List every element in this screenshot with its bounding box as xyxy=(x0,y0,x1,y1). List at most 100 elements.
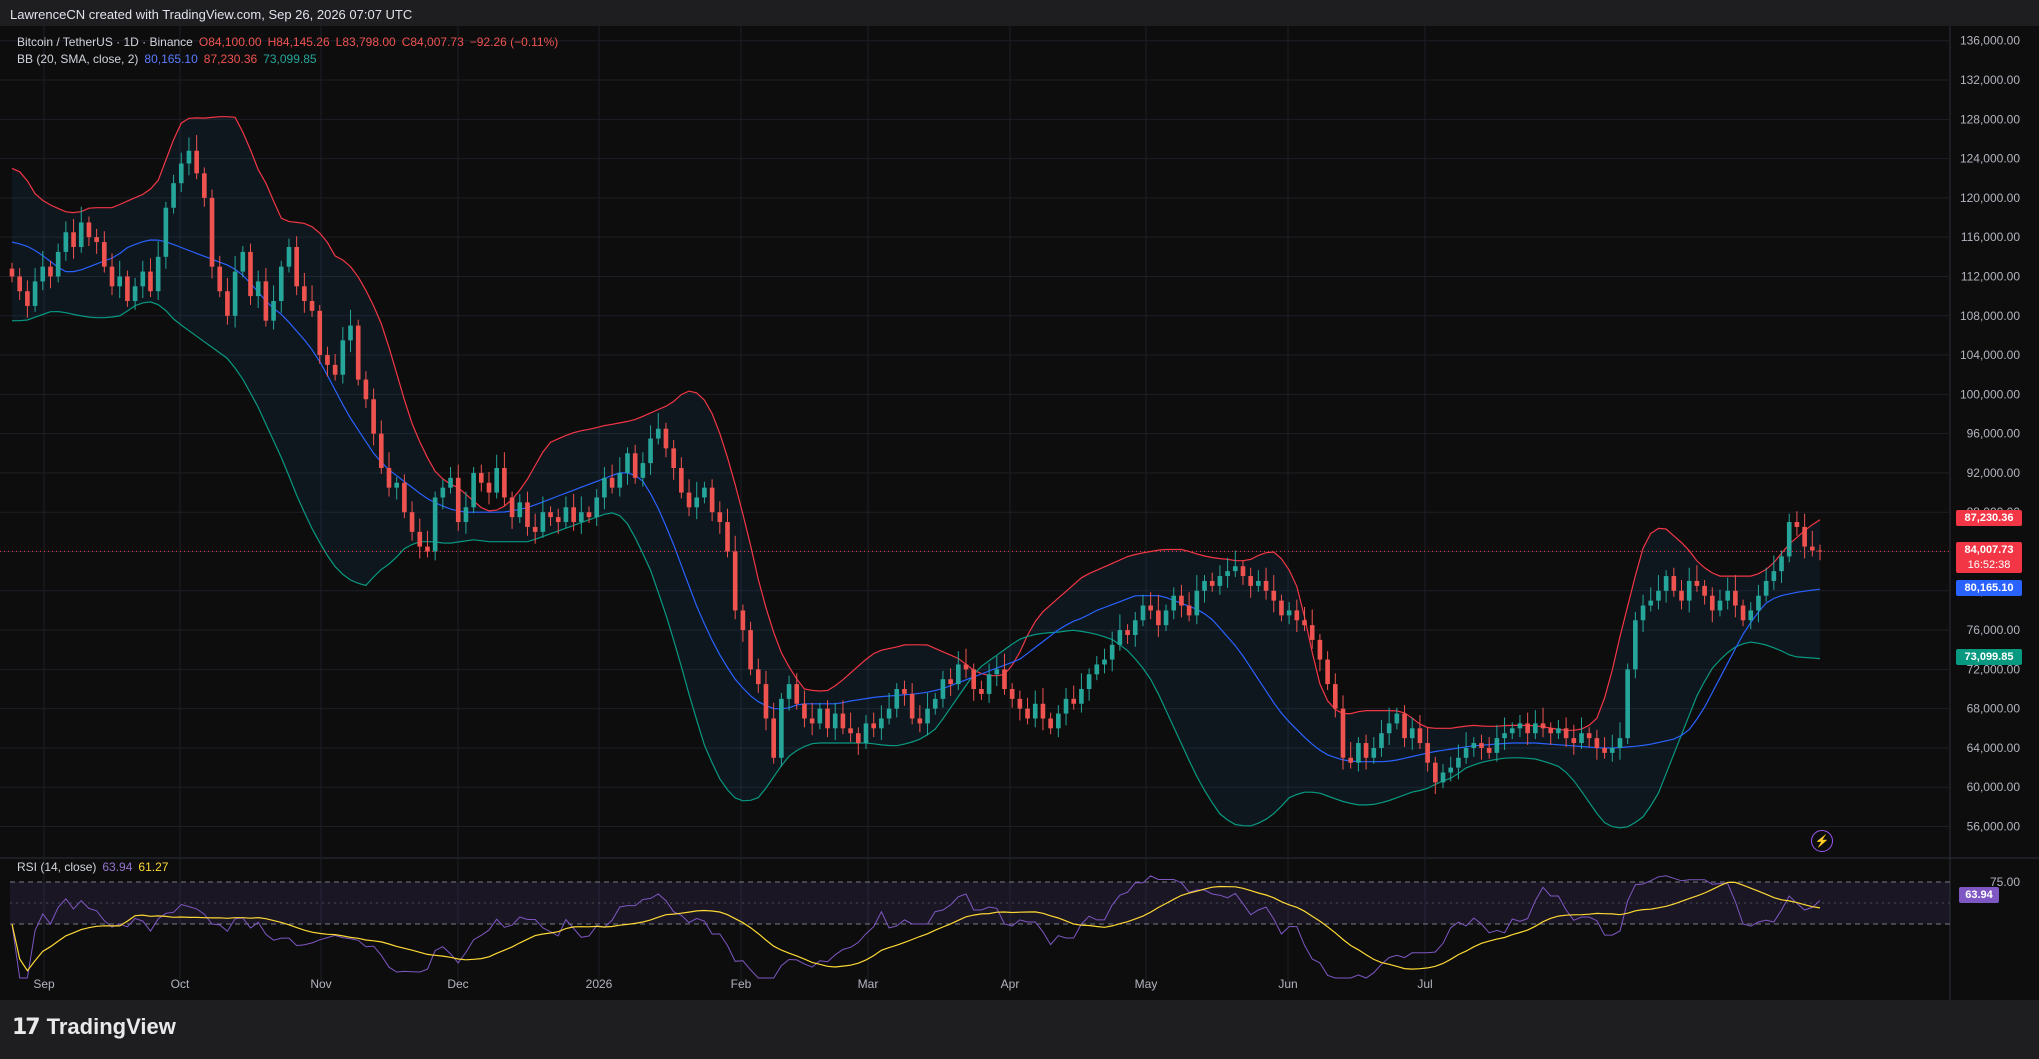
candle-body xyxy=(1679,590,1684,601)
candle-body xyxy=(1471,743,1477,748)
candle-body xyxy=(555,517,561,523)
candle-body xyxy=(594,497,600,518)
upper-band-price-label: 87,230.36 xyxy=(1956,510,2022,526)
candle-body xyxy=(317,310,323,356)
countdown-label: 16:52:38 xyxy=(1956,557,2022,573)
candle-body xyxy=(602,477,607,498)
candle-body xyxy=(9,268,15,277)
candle-body xyxy=(848,728,853,734)
candle-body xyxy=(94,237,99,243)
candle-body xyxy=(1325,659,1330,685)
candle-body xyxy=(871,723,876,729)
bb-band-fill xyxy=(12,116,1820,828)
candle-body xyxy=(340,340,346,375)
candle-body xyxy=(1279,600,1284,616)
candle-body xyxy=(55,251,61,277)
lightning-icon[interactable]: ⚡ xyxy=(1811,830,1833,852)
candle-body xyxy=(1002,669,1007,690)
candle-body xyxy=(363,379,369,400)
candle-body xyxy=(1148,605,1153,611)
candle-body xyxy=(1340,708,1346,758)
candle-body xyxy=(971,669,977,690)
candle-body xyxy=(425,546,430,552)
candle-body xyxy=(886,708,892,719)
candle-body xyxy=(479,472,484,483)
symbol-label: Bitcoin / TetherUS · 1D · Binance xyxy=(17,35,193,49)
candle-body xyxy=(1156,610,1161,626)
tradingview-logo[interactable]: 17 TradingView xyxy=(12,1014,176,1040)
candle-body xyxy=(748,630,753,670)
candle-body xyxy=(1486,747,1492,753)
candle-body xyxy=(509,497,515,518)
candle-body xyxy=(263,281,269,321)
candle-body xyxy=(540,512,546,532)
candle-body xyxy=(986,674,992,694)
candle-body xyxy=(148,271,153,292)
candle-body xyxy=(448,477,453,488)
candle-body xyxy=(1086,674,1092,690)
candle-body xyxy=(609,477,615,488)
candle-body xyxy=(1702,585,1707,596)
basis-price-label: 80,165.10 xyxy=(1956,580,2022,596)
x-tick-label: Jun xyxy=(1278,977,1297,991)
candle-body xyxy=(102,242,107,267)
bb-upper-value: 87,230.36 xyxy=(203,52,258,66)
candle-body xyxy=(1263,580,1269,591)
candle-body xyxy=(1186,605,1192,616)
candle-body xyxy=(1502,733,1507,739)
candle-body xyxy=(617,472,623,488)
candle-body xyxy=(140,271,146,287)
bb-lower-line xyxy=(12,301,1821,829)
candle-body xyxy=(1709,595,1715,611)
candle-body xyxy=(732,551,738,611)
candle-body xyxy=(432,497,438,552)
y-tick-label: 104,000.00 xyxy=(1960,348,2020,362)
y-tick-label: 116,000.00 xyxy=(1961,230,2020,244)
candle-body xyxy=(1071,698,1077,704)
candle-body xyxy=(948,679,953,685)
candle-body xyxy=(125,276,130,302)
y-tick-label: 64,000.00 xyxy=(1967,741,2021,755)
candle-body xyxy=(771,718,776,758)
chart-caption: LawrenceCN created with TradingView.com,… xyxy=(10,7,413,22)
candle-body xyxy=(802,703,807,719)
candle-body xyxy=(686,492,692,508)
x-tick-label: Feb xyxy=(731,977,752,991)
candle-body xyxy=(1563,728,1569,739)
candle-body xyxy=(209,197,215,267)
rsi-legend: RSI (14, close) 63.94 61.27 xyxy=(17,860,174,874)
last-price-label: 84,007.73 xyxy=(1956,542,2022,558)
candle-body xyxy=(779,698,784,758)
candle-body xyxy=(1140,605,1146,621)
candle-body xyxy=(1132,620,1138,635)
candle-body xyxy=(455,477,461,523)
candle-body xyxy=(1725,590,1730,601)
candle-body xyxy=(1809,546,1815,551)
candle-body xyxy=(1456,757,1461,768)
candle-body xyxy=(1125,630,1130,635)
candle-body xyxy=(494,468,500,493)
candle-body xyxy=(1194,590,1200,616)
rsi-band-fill xyxy=(10,882,1950,924)
candle-body xyxy=(378,433,384,469)
candle-body xyxy=(1163,610,1169,626)
candle-body xyxy=(1225,571,1230,577)
candle-body xyxy=(709,487,715,513)
rsi-ma-line xyxy=(11,881,1821,972)
y-tick-label: 68,000.00 xyxy=(1967,702,2021,716)
candle-body xyxy=(1348,757,1353,763)
candle-body xyxy=(278,266,284,302)
candle-body xyxy=(1409,728,1415,739)
candle-body xyxy=(1017,698,1023,709)
price-chart[interactable]: 136,000.00 132,000.00 128,000.00 124,000.00… xyxy=(0,26,2039,1000)
candle-body xyxy=(1617,738,1623,748)
candle-body xyxy=(1479,743,1484,748)
candle-body xyxy=(1040,703,1046,719)
candle-body xyxy=(1579,733,1584,744)
x-tick-label: Oct xyxy=(171,977,190,991)
candle-body xyxy=(1056,713,1061,729)
candle-body xyxy=(48,266,53,277)
close-value: C84,007.73 xyxy=(401,35,464,49)
candle-body xyxy=(1663,576,1669,591)
rsi-tick-label: 75.00 xyxy=(1990,875,2020,889)
